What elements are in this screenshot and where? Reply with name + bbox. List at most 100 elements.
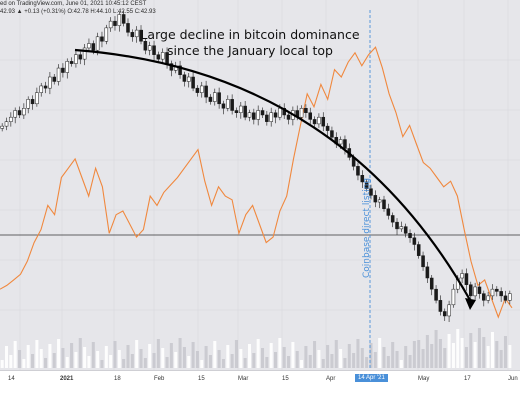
volume-bar bbox=[339, 349, 343, 368]
candle bbox=[22, 108, 26, 116]
candle bbox=[126, 23, 130, 33]
candle bbox=[499, 291, 503, 297]
volume-bar bbox=[343, 358, 347, 368]
candlestick-series bbox=[0, 10, 512, 322]
candle bbox=[269, 112, 273, 122]
candle bbox=[265, 114, 269, 122]
volume-bar bbox=[352, 353, 356, 368]
arrow-head-icon bbox=[465, 298, 476, 310]
candle bbox=[304, 108, 308, 113]
volume-bar bbox=[365, 357, 369, 368]
x-tick-label: Jun bbox=[508, 376, 518, 382]
volume-bar bbox=[438, 339, 442, 368]
volume-bar bbox=[347, 344, 351, 368]
volume-bar bbox=[247, 344, 252, 368]
candle bbox=[104, 27, 109, 42]
volume-bar bbox=[499, 350, 503, 368]
candle bbox=[4, 121, 9, 127]
candle bbox=[356, 166, 360, 176]
candle bbox=[373, 195, 378, 203]
candle bbox=[377, 199, 382, 203]
candle bbox=[243, 105, 247, 118]
volume-bar bbox=[187, 356, 191, 368]
candle bbox=[217, 92, 221, 105]
volume-bar bbox=[139, 349, 143, 368]
candle bbox=[108, 20, 113, 29]
candle bbox=[221, 103, 226, 109]
volume-bar bbox=[326, 345, 330, 368]
candle bbox=[78, 54, 83, 60]
volume-bar bbox=[495, 341, 499, 368]
source-line: ed on TradingView.com, June 01, 2021 10:… bbox=[0, 1, 147, 7]
volume-bar bbox=[104, 346, 108, 368]
volume-bar bbox=[456, 329, 460, 368]
candle bbox=[503, 295, 508, 301]
volume-bar bbox=[260, 348, 265, 368]
volume-bar bbox=[165, 357, 169, 368]
volume-bar bbox=[96, 351, 100, 368]
candle bbox=[239, 105, 243, 113]
volume-bar bbox=[18, 350, 22, 368]
candle bbox=[390, 215, 395, 223]
volume-bar bbox=[0, 360, 4, 368]
candle bbox=[442, 311, 447, 317]
volume-bar bbox=[386, 356, 390, 368]
candle bbox=[460, 273, 464, 279]
volume-bar bbox=[156, 339, 160, 368]
volume-bar bbox=[464, 347, 468, 368]
volume-bar bbox=[208, 355, 212, 368]
volume-bar bbox=[182, 347, 186, 368]
volume-bar bbox=[256, 339, 260, 368]
candle bbox=[247, 112, 252, 118]
volume-bar bbox=[482, 337, 486, 368]
candle bbox=[252, 112, 256, 120]
candle bbox=[9, 116, 13, 122]
candle bbox=[490, 288, 495, 297]
volume-bar bbox=[57, 339, 61, 368]
x-axis[interactable]: 14 2021 18 Feb 15 Mar 15 Apr 14 Apr '21 … bbox=[0, 370, 520, 401]
candle bbox=[325, 125, 330, 131]
volume-bar bbox=[334, 340, 338, 368]
volume-bar bbox=[421, 349, 425, 368]
volume-bar bbox=[274, 352, 278, 368]
candle bbox=[13, 110, 17, 118]
candle bbox=[256, 110, 260, 120]
volume-bar bbox=[308, 355, 312, 368]
volume-bar bbox=[399, 360, 403, 368]
volume-bar bbox=[234, 340, 238, 368]
candle bbox=[399, 226, 404, 230]
candle bbox=[364, 181, 369, 189]
candle bbox=[152, 45, 156, 55]
candle bbox=[395, 221, 399, 230]
candle bbox=[95, 36, 100, 51]
ohlc-line: 42.93 ▲ +0.13 (+0.31%) O:42.78 H:44.10 L… bbox=[0, 9, 156, 15]
volume-bar bbox=[191, 342, 195, 368]
volume-bar bbox=[447, 334, 451, 368]
candle bbox=[100, 36, 104, 42]
candle bbox=[182, 74, 187, 82]
candle bbox=[230, 99, 234, 111]
candle bbox=[143, 41, 148, 51]
volume-bar bbox=[282, 347, 286, 368]
price-chart[interactable] bbox=[0, 0, 520, 370]
candle bbox=[139, 29, 143, 42]
volume-bar bbox=[213, 341, 217, 368]
candle bbox=[91, 43, 96, 51]
candle bbox=[312, 119, 317, 125]
volume-bar bbox=[13, 341, 17, 368]
candle bbox=[338, 139, 343, 145]
volume-bar bbox=[460, 338, 464, 368]
volume-bar bbox=[174, 352, 178, 368]
candle bbox=[61, 67, 65, 73]
volume-bar bbox=[91, 342, 95, 368]
volume-bar bbox=[26, 345, 30, 368]
candle bbox=[39, 85, 43, 93]
candle bbox=[186, 76, 191, 82]
candle bbox=[134, 29, 139, 38]
candle bbox=[482, 293, 486, 301]
volume-bar bbox=[252, 353, 256, 368]
volume-bar bbox=[313, 341, 317, 368]
volume-bar bbox=[321, 359, 325, 368]
candle bbox=[82, 47, 87, 60]
candle bbox=[421, 255, 425, 268]
